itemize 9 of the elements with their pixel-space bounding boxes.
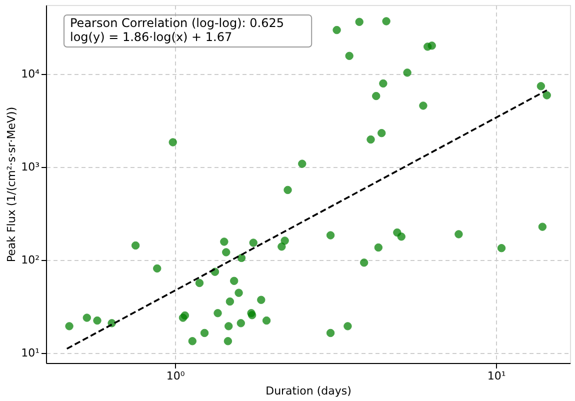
y-tick-label: 10² [21, 253, 40, 266]
y-axis-title: Peak Flux (1/(cm²·s·sr·MeV)) [5, 106, 18, 262]
annotation: Pearson Correlation (log-log): 0.625 [70, 16, 284, 30]
x-axis-title: Duration (days) [266, 384, 352, 398]
x-tick-label: 10⁰ [166, 370, 186, 382]
annotation: log(y) = 1.86·log(x) + 1.67 [70, 30, 232, 44]
y-tick-label: 10⁴ [21, 67, 40, 80]
y-tick-label: 10¹ [21, 346, 40, 360]
y-tick-label: 10³ [21, 160, 40, 174]
